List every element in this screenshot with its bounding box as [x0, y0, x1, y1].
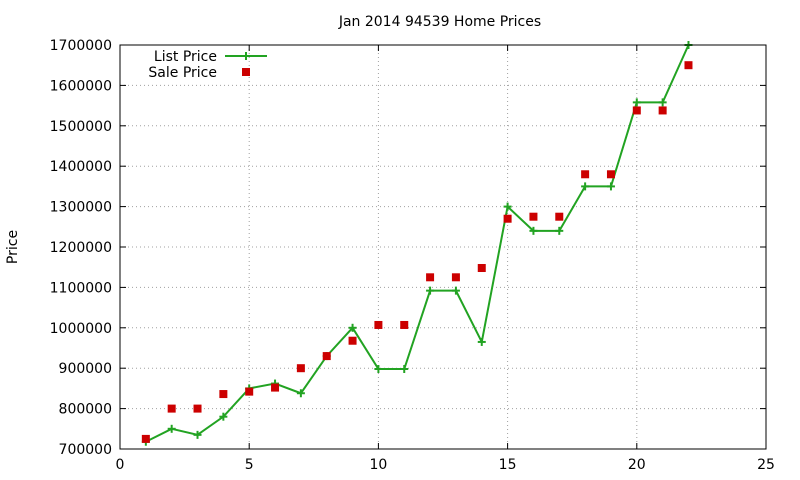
x-tick-label: 20	[628, 457, 646, 473]
data-series	[141, 41, 693, 446]
sale-price-point	[684, 61, 693, 70]
sale-price-point	[426, 273, 435, 282]
sale-price-point	[348, 336, 357, 345]
legend: List Price Sale Price	[148, 49, 267, 81]
sale-price-point	[606, 170, 615, 179]
list-price-point	[658, 98, 667, 107]
y-tick-label: 1500000	[50, 119, 112, 135]
list-price-point	[606, 182, 615, 191]
legend-plus-marker	[242, 52, 250, 60]
y-tick-label: 1000000	[50, 321, 112, 337]
y-tick-label: 700000	[59, 442, 112, 458]
list-price-point	[167, 424, 176, 433]
sale-price-point	[529, 212, 538, 221]
y-axis-title: Price	[5, 230, 21, 264]
list-price-point	[503, 202, 512, 211]
sale-price-point	[658, 106, 667, 115]
sale-price-point	[271, 383, 280, 392]
sale-price-point	[193, 404, 202, 413]
sale-price-point	[167, 404, 176, 413]
sale-price-point	[141, 434, 150, 443]
x-tick-label: 25	[757, 457, 775, 473]
x-tick-label: 10	[369, 457, 387, 473]
list-price-point	[581, 182, 590, 191]
sale-price-point	[374, 320, 383, 329]
legend-square-marker	[242, 68, 250, 76]
sale-price-point	[296, 364, 305, 373]
sale-price-point	[477, 264, 486, 273]
legend-sample-list-price	[225, 52, 267, 60]
sale-price-point	[451, 273, 460, 282]
list-price-point	[555, 226, 564, 235]
list-price-point	[374, 365, 383, 374]
sale-price-point	[581, 170, 590, 179]
list-price-point	[348, 323, 357, 332]
list-price-point	[632, 98, 641, 107]
sale-price-point	[219, 390, 228, 399]
list-price-point	[193, 430, 202, 439]
list-price-point	[296, 389, 305, 398]
x-tick-label: 0	[116, 457, 125, 473]
list-price-point	[477, 337, 486, 346]
y-tick-label: 1600000	[50, 78, 112, 94]
series-1	[141, 61, 693, 443]
list-price-line	[145, 44, 690, 443]
grid-lines	[120, 45, 766, 449]
x-tick-label: 15	[499, 457, 517, 473]
series-0	[141, 41, 693, 446]
x-tick-label: 5	[245, 457, 254, 473]
legend-label-list-price: List Price	[154, 49, 217, 65]
y-tick-label: 1300000	[50, 200, 112, 216]
y-tick-label: 1100000	[50, 280, 112, 296]
list-price-point	[219, 412, 228, 421]
y-tick-label: 900000	[59, 361, 112, 377]
legend-label-sale-price: Sale Price	[148, 65, 217, 81]
chart-title: Jan 2014 94539 Home Prices	[338, 14, 541, 30]
y-tick-label: 1400000	[50, 159, 112, 175]
sale-price-point	[322, 352, 331, 361]
sale-price-point	[503, 214, 512, 223]
sale-price-point	[400, 320, 409, 329]
list-price-point	[426, 286, 435, 295]
list-price-point	[400, 365, 409, 374]
y-tick-label: 800000	[59, 402, 112, 418]
list-price-point	[529, 226, 538, 235]
sale-price-point	[632, 106, 641, 115]
y-tick-label: 1700000	[50, 38, 112, 54]
legend-sample-sale-price	[242, 68, 250, 76]
sale-price-point	[245, 387, 254, 396]
y-tick-label: 1200000	[50, 240, 112, 256]
tick-labels: 0 5 10 15 20 25 700000 800000 900000 1000000 11000…	[50, 38, 775, 473]
list-price-point	[451, 286, 460, 295]
plot-border	[119, 44, 767, 450]
sale-price-point	[555, 212, 564, 221]
